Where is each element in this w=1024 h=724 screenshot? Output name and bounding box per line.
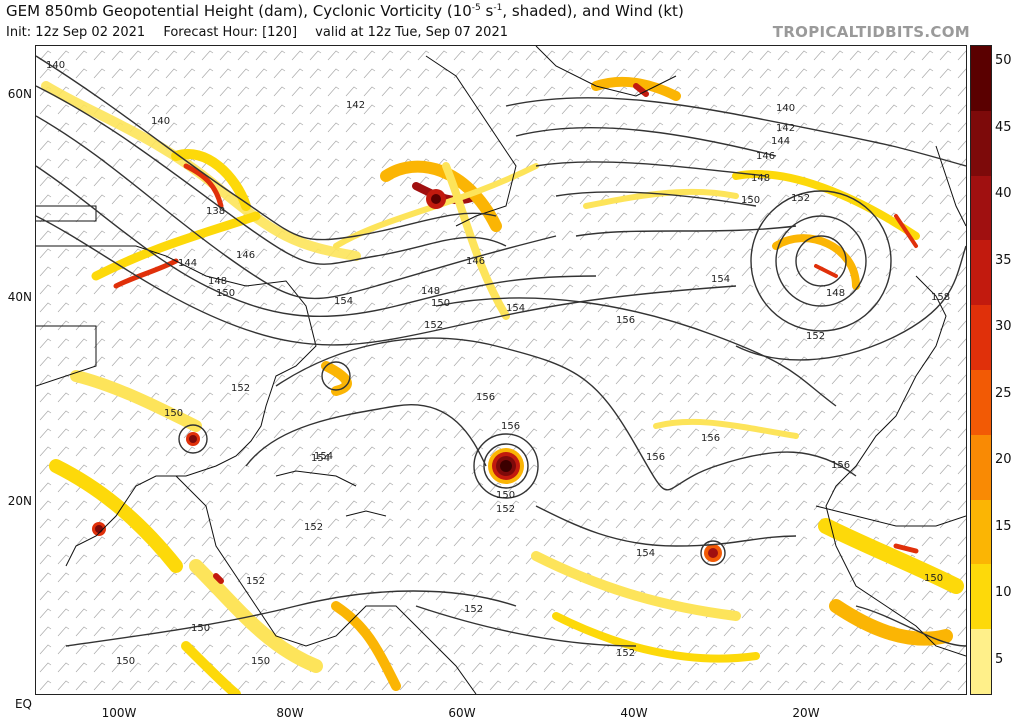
- contour-label: 150: [216, 288, 235, 299]
- contour-label: 156: [501, 421, 520, 432]
- contour-label: 156: [616, 315, 635, 326]
- colorbar-segment: [971, 305, 991, 371]
- colorbar-label: 20: [995, 452, 1012, 467]
- contour-label: 150: [431, 298, 450, 309]
- contour-label: 150: [496, 490, 515, 501]
- colorbar-label: 25: [995, 385, 1012, 401]
- colorbar-segment: [971, 564, 991, 630]
- contour-label: 154: [506, 303, 525, 314]
- contour-label: 152: [791, 193, 810, 204]
- contour-label: 148: [751, 173, 770, 184]
- contour-label: 150: [251, 656, 270, 667]
- colorbar-segment: [971, 629, 991, 695]
- contour-label: 158: [931, 292, 950, 303]
- cyclone-cores: [92, 189, 722, 562]
- colorbar-label: 30: [995, 319, 1012, 334]
- map-subtitle: Init: 12z Sep 02 2021 Forecast Hour: [12…: [6, 25, 522, 40]
- contour-label: 148: [826, 288, 845, 299]
- contour-label: 150: [924, 573, 943, 584]
- map-title: GEM 850mb Geopotential Height (dam), Cyc…: [6, 2, 684, 20]
- contour-label: 150: [741, 195, 760, 206]
- contour-label: 146: [236, 250, 255, 261]
- contour-label: 152: [806, 331, 825, 342]
- valid-time: valid at 12z Tue, Sep 07 2021: [315, 25, 508, 40]
- forecast-hour: Forecast Hour: [120]: [163, 25, 298, 40]
- lon-label-100w: 100W: [101, 706, 137, 720]
- contour-label: 154: [314, 451, 333, 462]
- contour-label: 140: [776, 103, 795, 114]
- colorbar: [970, 45, 992, 695]
- lat-label-20n: 20N: [7, 494, 32, 508]
- contour-label: 148: [208, 276, 227, 287]
- coastlines: [36, 46, 966, 694]
- contour-label: 152: [496, 504, 515, 515]
- source-credit: TROPICALTIDBITS.COM: [772, 23, 970, 41]
- colorbar-label: 5: [995, 651, 1004, 667]
- contour-label: 140: [151, 116, 170, 127]
- contour-label: 140: [46, 60, 65, 71]
- height-contours: [36, 55, 966, 647]
- colorbar-segment: [971, 110, 991, 177]
- lon-label-20w: 20W: [792, 706, 820, 720]
- contour-label: 142: [776, 123, 795, 134]
- contour-label: 152: [424, 320, 443, 331]
- contour-label: 150: [191, 623, 210, 634]
- colorbar-segment: [971, 175, 991, 241]
- contour-label: 148: [421, 286, 440, 297]
- contour-label: 144: [771, 136, 790, 147]
- map-panel: 140 142 140 138 144 146 148 150 152 154 …: [35, 45, 967, 695]
- init-time: Init: 12z Sep 02 2021: [6, 25, 146, 40]
- contour-label: 150: [164, 408, 183, 419]
- lon-label-60w: 60W: [448, 706, 476, 720]
- contour-label: 152: [304, 522, 323, 533]
- colorbar-label: 15: [995, 518, 1012, 534]
- contour-label: 138: [206, 206, 225, 217]
- colorbar-label: 45: [995, 119, 1012, 135]
- lon-label-80w: 80W: [276, 706, 304, 720]
- contour-label: 152: [464, 604, 483, 615]
- contour-label: 154: [311, 453, 330, 464]
- colorbar-label: 40: [995, 186, 1012, 201]
- contour-label: 156: [476, 392, 495, 403]
- contour-label: 156: [831, 460, 850, 471]
- lat-label-40n: 40N: [7, 290, 32, 304]
- vorticity-shading: [41, 76, 964, 694]
- contour-label: 146: [756, 151, 775, 162]
- colorbar-label: 35: [995, 252, 1012, 268]
- contour-label: 156: [701, 433, 720, 444]
- contour-label: 152: [231, 383, 250, 394]
- colorbar-label: 50: [995, 53, 1012, 68]
- contour-label: 154: [334, 296, 353, 307]
- contour-label: 152: [246, 576, 265, 587]
- colorbar-segment: [971, 240, 991, 306]
- contour-label: 156: [646, 452, 665, 463]
- contour-label: 142: [346, 100, 365, 111]
- contour-label: 146: [466, 256, 485, 267]
- contour-label: 154: [636, 548, 655, 559]
- contour-label: 152: [616, 648, 635, 659]
- contour-label: 154: [711, 274, 730, 285]
- contour-label: 144: [178, 258, 197, 269]
- map-canvas: 140 142 140 138 144 146 148 150 152 154 …: [36, 46, 966, 694]
- lon-label-40w: 40W: [620, 706, 648, 720]
- contour-label: 150: [116, 656, 135, 667]
- colorbar-label: 10: [995, 585, 1012, 600]
- contour-labels: 140 142 140 138 144 146 148 150 152 154 …: [46, 60, 950, 667]
- colorbar-segment: [971, 499, 991, 565]
- lat-label-60n: 60N: [7, 87, 32, 101]
- colorbar-segment: [971, 46, 991, 112]
- lat-label-eq: EQ: [14, 697, 32, 711]
- colorbar-segment: [971, 434, 991, 501]
- colorbar-segment: [971, 370, 991, 436]
